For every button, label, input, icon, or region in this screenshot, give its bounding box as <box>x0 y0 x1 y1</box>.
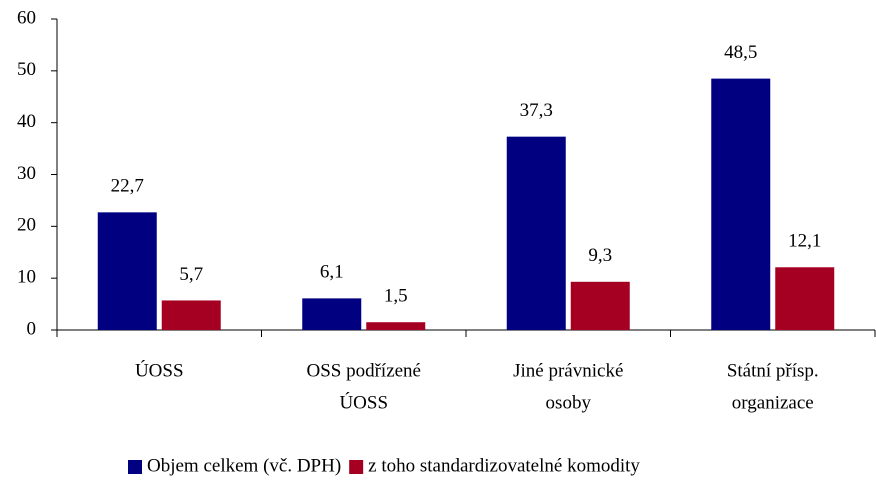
data-label: 6,1 <box>320 262 344 283</box>
data-label: 22,7 <box>111 176 144 197</box>
data-label: 9,3 <box>588 245 612 266</box>
bar <box>161 300 221 330</box>
bar <box>775 267 835 330</box>
x-tick-label: ÚOSS <box>135 359 184 381</box>
x-tick-label: Jiné právnické <box>513 360 623 381</box>
legend-swatch <box>349 460 364 474</box>
x-tick-label: osoby <box>546 392 592 413</box>
data-label: 1,5 <box>384 286 408 307</box>
y-tick-label: 50 <box>17 59 36 80</box>
y-tick-label: 40 <box>17 111 36 132</box>
legend-swatch <box>128 460 142 474</box>
data-label: 12,1 <box>788 231 821 252</box>
x-tick-label: organizace <box>732 392 814 413</box>
data-label: 5,7 <box>179 264 203 285</box>
bar <box>506 136 566 330</box>
y-tick-label: 30 <box>17 163 36 184</box>
bar <box>570 281 630 330</box>
x-tick-label: ÚOSS <box>339 391 388 413</box>
x-tick-label: Státní přísp. <box>727 360 819 381</box>
bar <box>366 322 426 330</box>
y-tick-label: 20 <box>17 215 36 236</box>
bar <box>711 78 771 330</box>
legend-label: z toho standardizovatelné komodity <box>368 455 640 476</box>
data-label: 48,5 <box>724 42 757 63</box>
bar <box>302 298 362 330</box>
y-tick-label: 60 <box>17 7 36 28</box>
y-tick-label: 0 <box>27 318 37 339</box>
legend-label: Objem celkem (vč. DPH) <box>147 455 341 476</box>
bar <box>97 212 157 330</box>
data-label: 37,3 <box>520 100 553 121</box>
x-tick-label: OSS podřízené <box>306 360 421 381</box>
y-tick-label: 10 <box>17 267 36 288</box>
